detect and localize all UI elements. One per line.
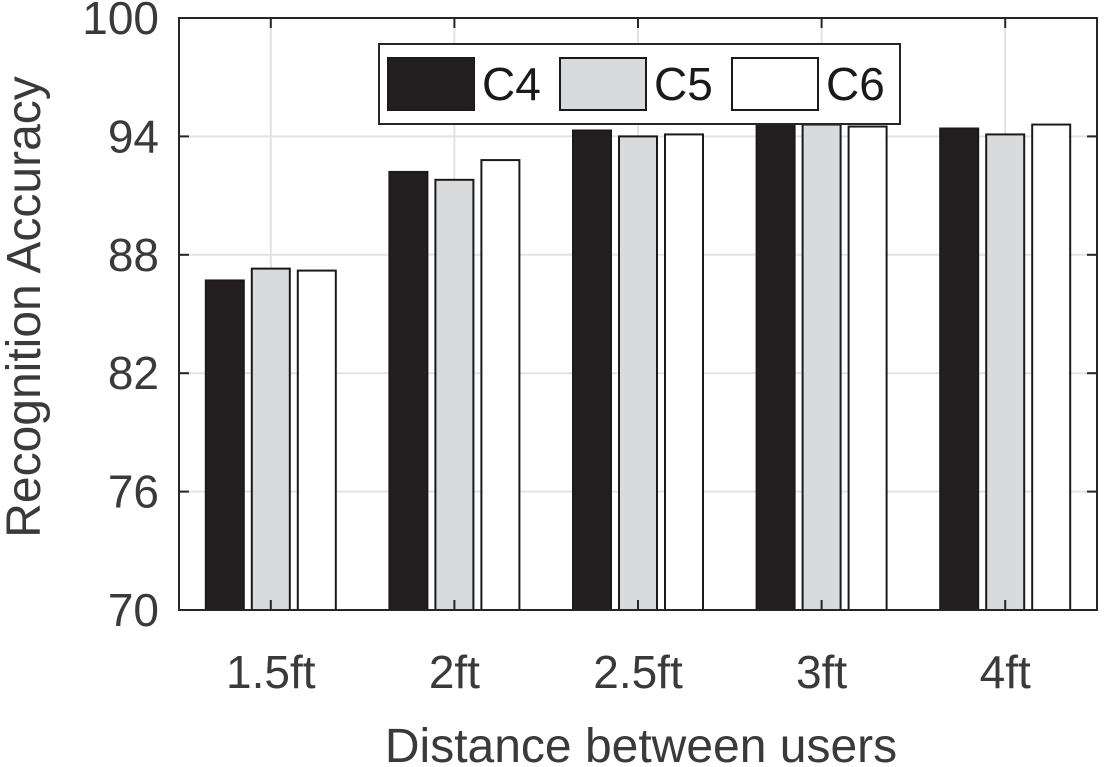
y-tick-label: 88 bbox=[108, 229, 159, 281]
bar-c6-1_5ft bbox=[296, 269, 337, 611]
bar-c6-2ft bbox=[480, 159, 521, 612]
legend-swatch-c4 bbox=[387, 57, 475, 111]
bar-c4-1_5ft bbox=[204, 279, 245, 611]
bars bbox=[204, 121, 1072, 612]
axes bbox=[178, 17, 1098, 611]
bar-c5-4ft bbox=[985, 133, 1026, 611]
y-tick-label: 100 bbox=[82, 0, 159, 44]
bar-c6-2_5ft bbox=[664, 133, 704, 611]
bar-c4-3ft bbox=[755, 121, 796, 611]
bar-c4-2_5ft bbox=[572, 129, 612, 611]
bar-c5-2_5ft bbox=[618, 135, 658, 611]
legend-label-c5: C5 bbox=[654, 58, 713, 110]
y-tick-label: 70 bbox=[108, 584, 159, 636]
bar-c4-4ft bbox=[939, 127, 980, 612]
bar-c5-3ft bbox=[801, 123, 842, 611]
y-tick-label: 82 bbox=[108, 347, 159, 399]
x-tick-label: 4ft bbox=[980, 646, 1031, 698]
y-tick-label: 94 bbox=[108, 110, 159, 162]
x-tick-label: 2.5ft bbox=[593, 646, 683, 698]
x-tick-label: 2ft bbox=[429, 646, 480, 698]
legend-swatch-c6 bbox=[731, 57, 819, 111]
bar-c5-2ft bbox=[434, 178, 475, 612]
bar-c6-3ft bbox=[847, 125, 888, 612]
x-tick-label: 1.5ft bbox=[226, 646, 316, 698]
legend-label-c6: C6 bbox=[826, 58, 885, 110]
y-tick-label: 76 bbox=[108, 466, 159, 518]
x-axis-label: Distance between users bbox=[385, 720, 897, 767]
legend: C4 C5 C6 bbox=[378, 43, 901, 125]
bar-c5-1_5ft bbox=[250, 267, 291, 611]
plot-frame bbox=[178, 17, 1098, 611]
legend-label-c4: C4 bbox=[482, 58, 541, 110]
x-tick-label: 3ft bbox=[796, 646, 847, 698]
y-axis-label: Recognition Accuracy bbox=[0, 76, 51, 538]
tick-labels: 70 76 82 88 94 100 1.5ft 2ft 2.5ft 3ft 4ft bbox=[82, 0, 1031, 698]
bar-c4-2ft bbox=[388, 170, 429, 611]
bar-c6-4ft bbox=[1031, 123, 1072, 611]
legend-swatch-c5 bbox=[559, 57, 647, 111]
